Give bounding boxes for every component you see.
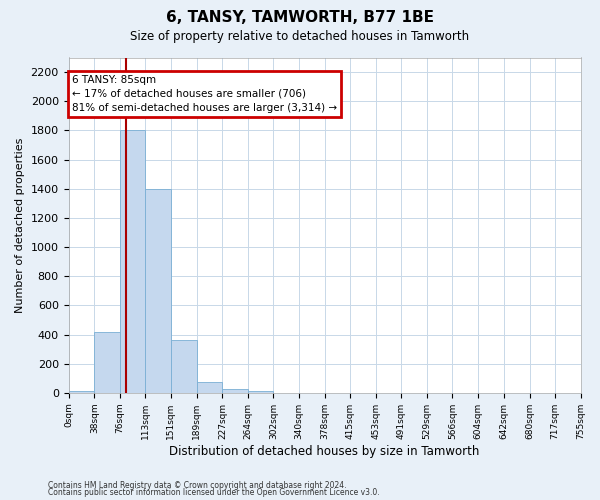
Bar <box>223 389 248 393</box>
Text: Size of property relative to detached houses in Tamworth: Size of property relative to detached ho… <box>130 30 470 43</box>
Text: 6 TANSY: 85sqm
← 17% of detached houses are smaller (706)
81% of semi-detached h: 6 TANSY: 85sqm ← 17% of detached houses … <box>72 75 337 113</box>
Bar <box>197 382 223 393</box>
Bar <box>171 340 197 393</box>
Bar <box>68 390 94 393</box>
Text: 6, TANSY, TAMWORTH, B77 1BE: 6, TANSY, TAMWORTH, B77 1BE <box>166 10 434 25</box>
Text: Contains public sector information licensed under the Open Government Licence v3: Contains public sector information licen… <box>48 488 380 497</box>
Bar <box>145 188 171 393</box>
X-axis label: Distribution of detached houses by size in Tamworth: Distribution of detached houses by size … <box>169 444 480 458</box>
Bar <box>120 130 145 393</box>
Bar <box>248 390 274 393</box>
Bar <box>94 332 120 393</box>
Text: Contains HM Land Registry data © Crown copyright and database right 2024.: Contains HM Land Registry data © Crown c… <box>48 480 347 490</box>
Y-axis label: Number of detached properties: Number of detached properties <box>15 138 25 313</box>
